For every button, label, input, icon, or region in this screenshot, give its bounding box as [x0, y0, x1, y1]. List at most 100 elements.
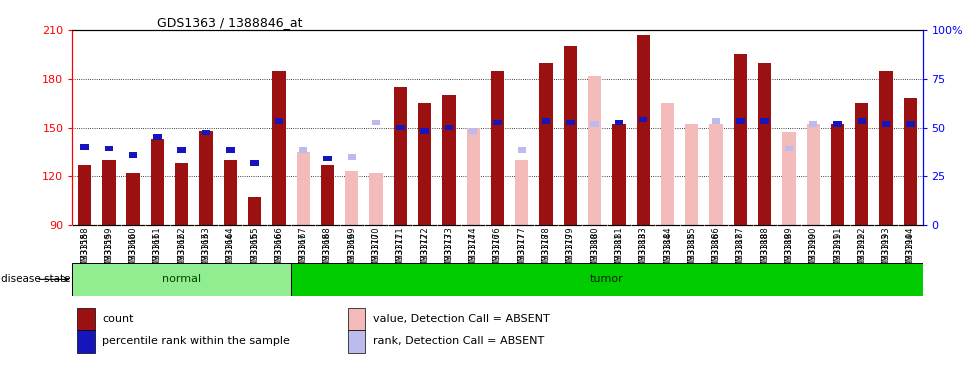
Text: rank, Detection Call = ABSENT: rank, Detection Call = ABSENT — [373, 336, 544, 346]
Bar — [784, 146, 793, 152]
Bar — [467, 128, 480, 225]
Text: GSM33194: GSM33194 — [906, 226, 915, 272]
Bar — [127, 173, 140, 225]
Text: GSM33187: GSM33187 — [736, 226, 745, 272]
Bar — [321, 165, 334, 225]
Text: normal: normal — [162, 274, 201, 284]
Text: GSM33190: GSM33190 — [809, 226, 818, 272]
Text: GSM33171: GSM33171 — [396, 226, 405, 272]
Text: GSM33189: GSM33189 — [784, 226, 793, 272]
Text: GSM33180: GSM33180 — [590, 226, 599, 272]
Bar — [199, 131, 213, 225]
Text: GSM33192: GSM33192 — [857, 226, 867, 272]
Bar — [566, 120, 575, 126]
Bar — [515, 160, 528, 225]
Bar — [518, 147, 526, 153]
Bar — [248, 197, 261, 225]
Bar — [226, 147, 235, 153]
Text: GSM33188: GSM33188 — [760, 226, 769, 272]
Bar — [834, 122, 841, 127]
Text: GSM33162: GSM33162 — [177, 226, 186, 272]
Text: GSM33184: GSM33184 — [663, 226, 672, 272]
Bar — [661, 103, 674, 225]
Bar — [178, 147, 186, 153]
Bar — [782, 132, 796, 225]
Bar — [760, 118, 769, 124]
Bar — [369, 173, 383, 225]
Bar — [396, 124, 405, 130]
Bar — [855, 103, 868, 225]
Bar — [491, 70, 504, 225]
Text: GSM33172: GSM33172 — [420, 226, 429, 272]
Bar — [250, 160, 259, 166]
Bar — [102, 160, 116, 225]
Bar — [494, 120, 501, 126]
Text: GSM33173: GSM33173 — [444, 226, 453, 272]
Bar — [637, 35, 650, 225]
Bar — [297, 152, 310, 225]
Bar — [469, 128, 477, 134]
Bar — [202, 129, 211, 135]
Text: GSM33158: GSM33158 — [80, 226, 89, 272]
Bar — [77, 308, 95, 330]
Bar — [882, 122, 891, 127]
Bar — [78, 165, 91, 225]
Text: GSM33163: GSM33163 — [202, 226, 211, 272]
Bar — [298, 147, 307, 153]
Bar — [418, 103, 431, 225]
Text: GSM33167: GSM33167 — [298, 226, 308, 272]
Bar — [879, 70, 893, 225]
Bar — [734, 54, 747, 225]
Bar — [348, 308, 365, 330]
Bar — [104, 146, 113, 152]
Text: GSM33179: GSM33179 — [566, 226, 575, 272]
Text: GSM33183: GSM33183 — [639, 226, 648, 272]
Bar — [128, 152, 137, 158]
Bar — [72, 262, 291, 296]
Bar — [394, 87, 407, 225]
Bar — [348, 330, 365, 352]
Bar — [758, 63, 771, 225]
Bar — [372, 120, 381, 126]
Bar — [151, 139, 164, 225]
Bar — [175, 163, 188, 225]
Bar — [272, 70, 286, 225]
Bar — [736, 118, 745, 124]
Text: GSM33160: GSM33160 — [128, 226, 138, 272]
Bar — [442, 95, 456, 225]
Text: GSM33191: GSM33191 — [833, 226, 842, 272]
Bar — [324, 156, 331, 161]
Bar — [831, 124, 844, 225]
Text: GSM33186: GSM33186 — [712, 226, 721, 272]
Text: GSM33178: GSM33178 — [542, 226, 551, 272]
Bar — [539, 63, 553, 225]
Bar — [807, 124, 820, 225]
Bar — [906, 122, 915, 127]
Text: GSM33176: GSM33176 — [493, 226, 502, 272]
Bar — [80, 144, 89, 150]
Text: GSM33193: GSM33193 — [882, 226, 891, 272]
Bar — [858, 118, 867, 124]
Text: GSM33164: GSM33164 — [226, 226, 235, 272]
Text: percentile rank within the sample: percentile rank within the sample — [102, 336, 290, 346]
Text: GSM33170: GSM33170 — [372, 226, 381, 272]
Text: value, Detection Call = ABSENT: value, Detection Call = ABSENT — [373, 314, 550, 324]
Bar — [542, 118, 551, 124]
Bar — [614, 120, 623, 126]
Text: GSM33166: GSM33166 — [274, 226, 283, 272]
Text: count: count — [102, 314, 134, 324]
Text: GSM33174: GSM33174 — [469, 226, 478, 272]
Bar — [224, 160, 237, 225]
Text: GSM33165: GSM33165 — [250, 226, 259, 272]
Text: GSM33185: GSM33185 — [687, 226, 696, 272]
Bar — [420, 128, 429, 134]
Bar — [345, 171, 358, 225]
Bar — [77, 330, 95, 352]
Bar — [444, 124, 453, 130]
Text: GSM33168: GSM33168 — [323, 226, 332, 272]
Bar — [291, 262, 923, 296]
Text: GSM33159: GSM33159 — [104, 226, 113, 272]
Text: GSM33177: GSM33177 — [517, 226, 526, 272]
Bar — [612, 124, 626, 225]
Bar — [590, 122, 599, 127]
